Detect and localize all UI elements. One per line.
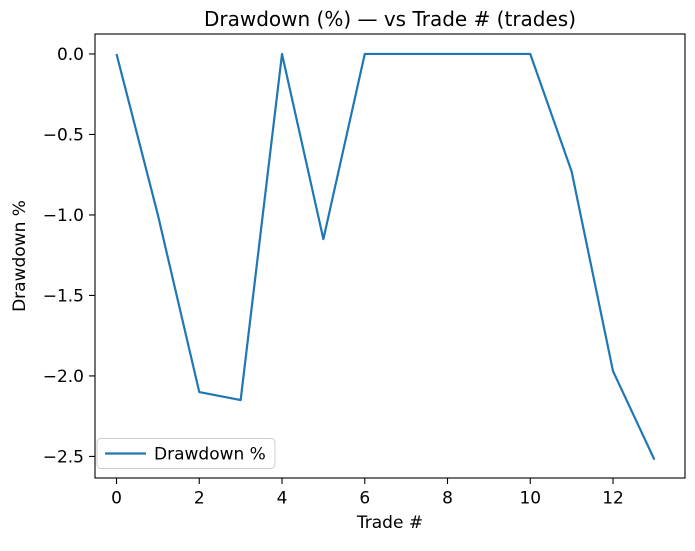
x-tick-label: 4: [277, 489, 288, 509]
y-tick-label: 0.0: [57, 45, 84, 65]
legend-label: Drawdown %: [154, 445, 266, 465]
drawdown-line: [115, 52, 656, 461]
y-axis-ticks: 0.0 −0.5 −1.0 −1.5 −2.0 −2.5: [43, 45, 95, 467]
x-tick-label: 12: [602, 489, 624, 509]
x-tick-label: 10: [519, 489, 541, 509]
y-tick-label: −2.5: [43, 447, 84, 467]
legend-frame: [96, 438, 276, 469]
chart-title: Drawdown (%) — vs Trade # (trades): [204, 7, 576, 31]
y-axis-label: Drawdown %: [10, 200, 30, 312]
x-axis-ticks: 0 2 4 6 8 10 12: [111, 478, 624, 509]
x-tick-label: 0: [111, 489, 122, 509]
y-tick-label: −1.0: [43, 206, 84, 226]
x-tick-label: 6: [359, 489, 370, 509]
plot-area: [94, 33, 686, 479]
y-tick-label: −0.5: [43, 125, 84, 145]
x-axis-label: Trade #: [356, 513, 423, 533]
y-tick-label: −1.5: [43, 286, 84, 306]
y-tick-label: −2.0: [43, 367, 84, 387]
x-tick-label: 2: [194, 489, 205, 509]
legend: Drawdown %: [96, 438, 276, 469]
x-tick-label: 8: [442, 489, 453, 509]
